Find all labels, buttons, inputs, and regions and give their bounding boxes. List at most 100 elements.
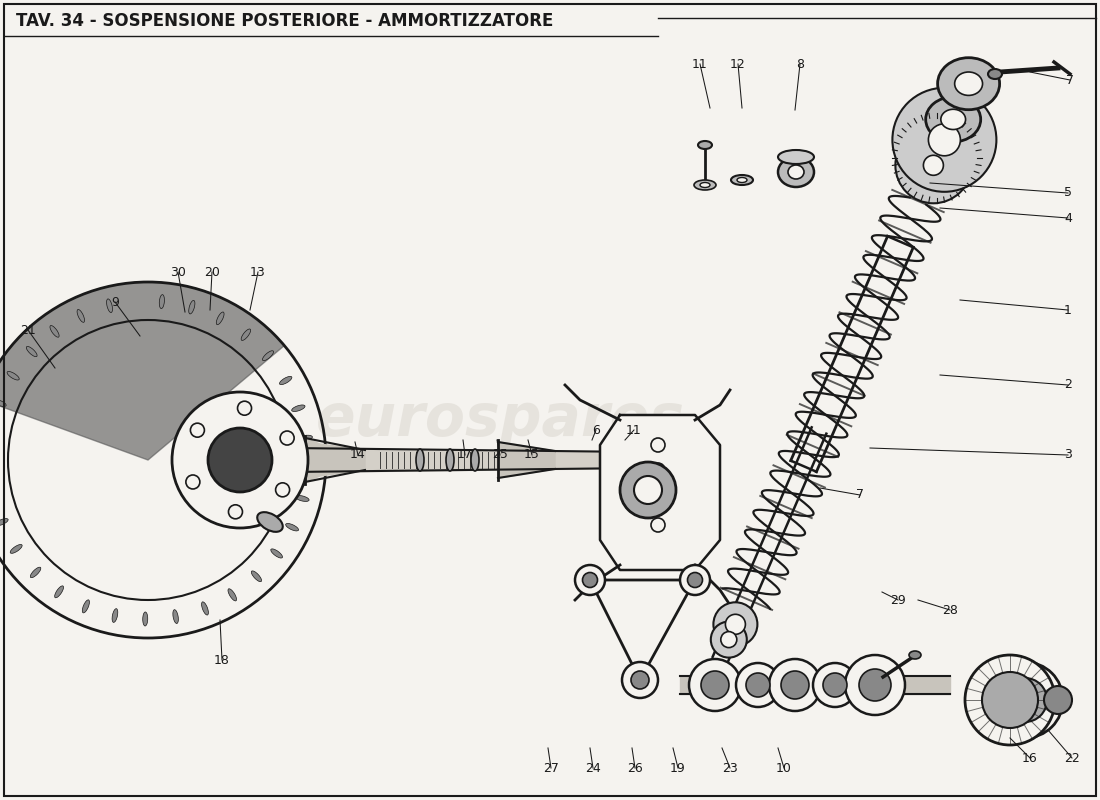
Text: 29: 29: [890, 594, 906, 606]
Circle shape: [634, 476, 662, 504]
Text: 27: 27: [543, 762, 559, 774]
Ellipse shape: [217, 312, 224, 325]
Ellipse shape: [173, 610, 178, 623]
Text: TAV. 34 - SOSPENSIONE POSTERIORE - AMMORTIZZATORE: TAV. 34 - SOSPENSIONE POSTERIORE - AMMOR…: [16, 12, 553, 30]
Circle shape: [1044, 686, 1072, 714]
Text: 16: 16: [1022, 751, 1038, 765]
Text: 17: 17: [458, 449, 473, 462]
Text: eurospares: eurospares: [316, 391, 684, 449]
Text: 5: 5: [1064, 186, 1072, 199]
Text: 23: 23: [722, 762, 738, 774]
Ellipse shape: [241, 329, 251, 341]
Circle shape: [688, 573, 703, 587]
Ellipse shape: [0, 399, 7, 406]
Ellipse shape: [689, 659, 741, 711]
Ellipse shape: [781, 671, 808, 699]
Text: 9: 9: [111, 295, 119, 309]
Circle shape: [680, 565, 710, 595]
Text: 28: 28: [942, 603, 958, 617]
Ellipse shape: [77, 310, 85, 322]
Ellipse shape: [31, 567, 41, 578]
Circle shape: [583, 573, 597, 587]
Ellipse shape: [988, 69, 1002, 79]
Ellipse shape: [416, 449, 424, 471]
Ellipse shape: [701, 671, 729, 699]
Ellipse shape: [732, 175, 754, 185]
Polygon shape: [498, 442, 556, 478]
Ellipse shape: [714, 602, 758, 646]
Text: 25: 25: [492, 449, 508, 462]
Text: 15: 15: [524, 449, 540, 462]
Ellipse shape: [746, 673, 770, 697]
Circle shape: [987, 662, 1063, 738]
Ellipse shape: [823, 673, 847, 697]
Polygon shape: [0, 282, 285, 460]
Ellipse shape: [143, 612, 147, 626]
Ellipse shape: [10, 545, 22, 554]
Ellipse shape: [769, 659, 821, 711]
Ellipse shape: [700, 182, 710, 187]
Ellipse shape: [112, 609, 118, 622]
Text: 4: 4: [1064, 211, 1071, 225]
Ellipse shape: [82, 600, 89, 613]
Ellipse shape: [26, 346, 37, 357]
Ellipse shape: [937, 58, 1000, 110]
Ellipse shape: [711, 622, 747, 658]
Ellipse shape: [160, 294, 164, 309]
Text: 14: 14: [350, 449, 366, 462]
Circle shape: [190, 423, 205, 437]
Circle shape: [651, 438, 666, 452]
Ellipse shape: [257, 512, 283, 532]
Ellipse shape: [892, 88, 997, 192]
Text: 2: 2: [1064, 378, 1071, 391]
Ellipse shape: [955, 72, 982, 95]
Circle shape: [631, 671, 649, 689]
Ellipse shape: [720, 632, 737, 648]
Circle shape: [651, 463, 666, 477]
Ellipse shape: [446, 449, 454, 471]
Circle shape: [575, 565, 605, 595]
Ellipse shape: [271, 549, 283, 558]
Ellipse shape: [0, 518, 8, 526]
Ellipse shape: [189, 300, 195, 314]
Circle shape: [1003, 678, 1047, 722]
Polygon shape: [600, 415, 720, 570]
Text: 18: 18: [214, 654, 230, 666]
Circle shape: [229, 505, 242, 519]
Circle shape: [208, 428, 272, 492]
Text: 1: 1: [1064, 303, 1071, 317]
Text: 21: 21: [20, 323, 36, 337]
Circle shape: [651, 518, 666, 532]
Ellipse shape: [471, 449, 478, 471]
Ellipse shape: [813, 663, 857, 707]
Text: 19: 19: [670, 762, 686, 774]
Polygon shape: [305, 438, 365, 482]
Text: 7: 7: [856, 489, 864, 502]
Ellipse shape: [940, 110, 966, 130]
Ellipse shape: [895, 127, 971, 203]
Ellipse shape: [725, 614, 746, 634]
Ellipse shape: [228, 589, 236, 601]
Ellipse shape: [296, 495, 309, 502]
Circle shape: [172, 392, 308, 528]
Text: 10: 10: [777, 762, 792, 774]
Ellipse shape: [201, 602, 208, 615]
Ellipse shape: [55, 586, 64, 598]
Ellipse shape: [737, 178, 747, 182]
Ellipse shape: [279, 376, 292, 385]
Ellipse shape: [50, 326, 59, 338]
Text: 12: 12: [730, 58, 746, 70]
Text: 11: 11: [692, 58, 708, 70]
Polygon shape: [590, 580, 695, 680]
Text: 6: 6: [592, 423, 600, 437]
Text: 13: 13: [250, 266, 266, 278]
Ellipse shape: [292, 405, 305, 411]
Ellipse shape: [286, 523, 298, 531]
Circle shape: [280, 431, 294, 445]
Circle shape: [276, 483, 289, 497]
Text: 7: 7: [1066, 74, 1074, 86]
Ellipse shape: [298, 435, 312, 441]
Ellipse shape: [694, 180, 716, 190]
Circle shape: [238, 401, 252, 415]
Text: 22: 22: [1064, 751, 1080, 765]
